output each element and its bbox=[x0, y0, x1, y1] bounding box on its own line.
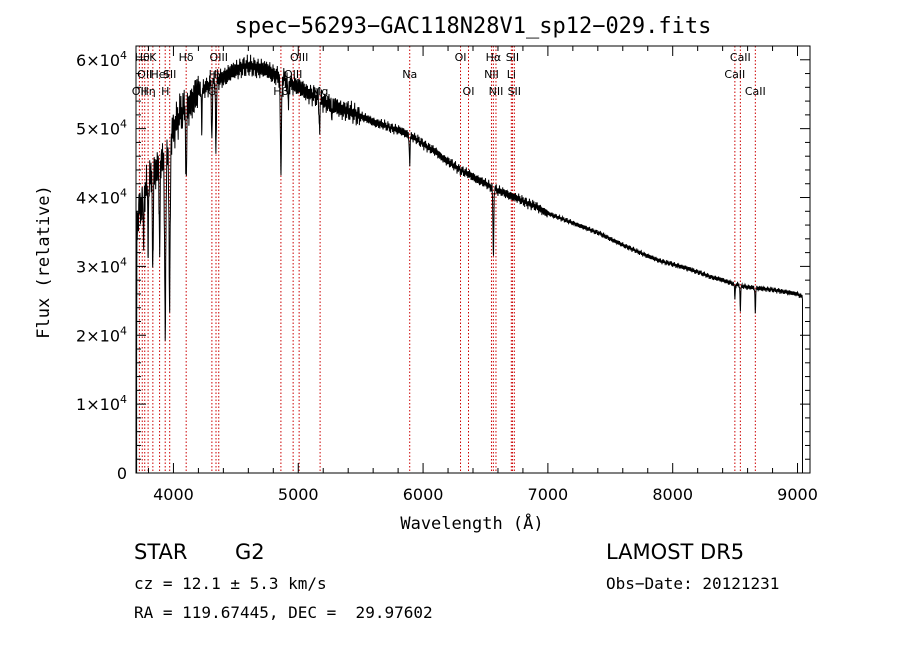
line-marker-label: Hα bbox=[486, 51, 502, 64]
redshift-text: cz = 12.1 ± 5.3 km/s bbox=[134, 574, 327, 593]
line-marker-label: Li bbox=[507, 68, 516, 81]
y-tick-label: 0 bbox=[117, 464, 127, 483]
y-axis-label: Flux (relative) bbox=[34, 185, 54, 339]
y-tick-label: 1×104 bbox=[76, 393, 127, 414]
obs-date-text: Obs−Date: 20121231 bbox=[606, 574, 780, 593]
coords-text: RA = 119.67445, DEC = 29.97602 bbox=[134, 603, 433, 622]
subclass-label: G2 bbox=[235, 540, 265, 564]
line-marker-label: G bbox=[208, 85, 217, 98]
line-marker-label: K bbox=[149, 51, 157, 64]
line-marker-label: CaII bbox=[724, 68, 745, 81]
x-tick-label: 7000 bbox=[528, 485, 569, 504]
chart-title: spec−56293−GAC118N28V1_sp12−029.fits bbox=[235, 14, 712, 39]
line-marker-label: SII bbox=[506, 51, 519, 64]
x-tick-label: 5000 bbox=[278, 485, 319, 504]
x-tick-label: 6000 bbox=[403, 485, 444, 504]
x-tick-label: 4000 bbox=[153, 485, 194, 504]
line-marker-label: NII bbox=[489, 85, 504, 98]
line-marker-label: Na bbox=[402, 68, 417, 81]
plot-frame bbox=[135, 45, 811, 474]
x-tick-label: 9000 bbox=[777, 485, 818, 504]
line-marker-label: CaII bbox=[730, 51, 751, 64]
line-marker-label: OI bbox=[463, 85, 475, 98]
line-marker-label: OIII bbox=[284, 68, 302, 81]
line-marker-label: OIII bbox=[210, 51, 228, 64]
x-axis-label: Wavelength (Å) bbox=[400, 512, 543, 534]
class-label: STAR bbox=[134, 540, 188, 564]
y-tick-label: 6×104 bbox=[76, 49, 127, 70]
y-tick-label: 5×104 bbox=[76, 118, 127, 139]
x-axis-ticks: 4000 5000 6000 7000 8000 9000 bbox=[147, 46, 818, 504]
line-marker-label: SII bbox=[163, 68, 176, 81]
line-marker-label: NII bbox=[484, 68, 499, 81]
line-marker-label: H bbox=[161, 85, 169, 98]
x-tick-label: 8000 bbox=[652, 485, 693, 504]
y-tick-label: 3×104 bbox=[76, 255, 127, 276]
y-tick-label: 2×104 bbox=[76, 324, 127, 345]
line-marker-label: OII bbox=[137, 68, 152, 81]
survey-label: LAMOST DR5 bbox=[606, 540, 745, 564]
y-tick-label: 4×104 bbox=[76, 187, 127, 208]
line-marker-label: CaII bbox=[745, 85, 766, 98]
spectrum-line bbox=[136, 54, 803, 473]
line-marker-label: Hδ bbox=[179, 51, 194, 64]
line-markers bbox=[138, 46, 756, 473]
line-marker-label: OI bbox=[455, 51, 467, 64]
line-marker-label: OIII bbox=[290, 51, 308, 64]
line-marker-label: SII bbox=[508, 85, 521, 98]
line-marker-label: Hβ bbox=[273, 85, 288, 98]
line-marker-label: Hθ bbox=[135, 51, 150, 64]
line-marker-label: HeI bbox=[150, 68, 168, 81]
y-axis-ticks: 0 1×104 2×104 3×104 4×104 5×104 6×104 bbox=[76, 45, 810, 483]
line-marker-label: Hη bbox=[140, 85, 155, 98]
